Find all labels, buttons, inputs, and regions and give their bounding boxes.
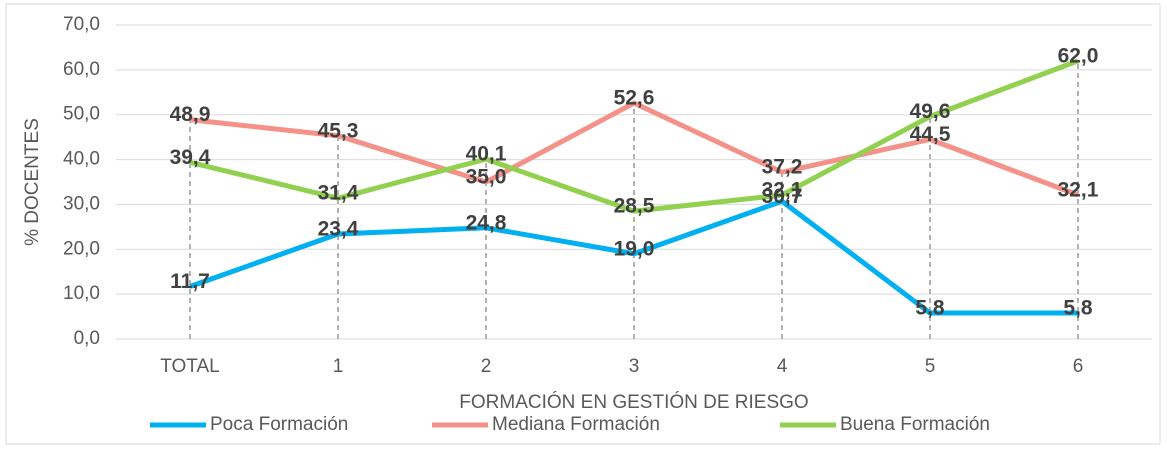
data-label: 28,5 — [614, 195, 655, 218]
data-label: 39,4 — [170, 146, 211, 169]
x-tick-label: 3 — [629, 356, 640, 377]
data-label: 5,8 — [915, 297, 945, 320]
data-label: 24,8 — [466, 211, 507, 234]
y-tick-label: 0,0 — [74, 328, 100, 349]
data-label: 5,8 — [1063, 297, 1093, 320]
chart-frame — [5, 3, 1161, 445]
legend-label: Buena Formación — [840, 414, 990, 435]
y-tick-label: 20,0 — [63, 238, 100, 259]
data-label: 30,7 — [762, 185, 803, 208]
legend-label: Mediana Formación — [492, 414, 660, 435]
series-line — [189, 58, 1079, 214]
data-label: 32,1 — [1058, 179, 1099, 202]
y-tick-label: 50,0 — [63, 104, 100, 125]
y-tick-label: 40,0 — [63, 149, 100, 170]
y-tick-label: 30,0 — [63, 193, 100, 214]
data-label: 40,1 — [466, 143, 507, 166]
x-tick-label: 1 — [333, 356, 344, 377]
x-tick-label: 6 — [1073, 356, 1084, 377]
series-line — [189, 198, 1078, 316]
data-label: 45,3 — [318, 119, 359, 142]
y-axis-title: % DOCENTES — [22, 118, 43, 246]
data-label: 35,0 — [466, 166, 507, 189]
data-label: 23,4 — [318, 218, 359, 241]
y-tick-label: 10,0 — [63, 283, 100, 304]
x-tick-label: 5 — [925, 356, 936, 377]
y-tick-label: 70,0 — [63, 14, 100, 35]
series-line — [189, 100, 1079, 198]
data-label: 19,0 — [614, 237, 655, 260]
data-label: 49,6 — [910, 100, 951, 123]
data-label: 52,6 — [614, 87, 655, 110]
data-label: 31,4 — [318, 182, 359, 205]
x-tick-label: 2 — [481, 356, 492, 377]
data-label: 32,1 — [762, 179, 803, 202]
x-tick-label: 4 — [777, 356, 788, 377]
data-label: 62,0 — [1058, 44, 1099, 67]
x-axis-title: FORMACIÓN EN GESTIÓN DE RIESGO — [459, 391, 808, 413]
data-label: 11,7 — [170, 270, 210, 293]
data-label: 48,9 — [170, 103, 211, 126]
legend-label: Poca Formación — [210, 414, 348, 435]
x-tick-label: TOTAL — [160, 356, 219, 377]
data-label: 37,2 — [762, 156, 803, 179]
data-label: 44,5 — [910, 123, 951, 146]
y-tick-label: 60,0 — [63, 59, 100, 80]
